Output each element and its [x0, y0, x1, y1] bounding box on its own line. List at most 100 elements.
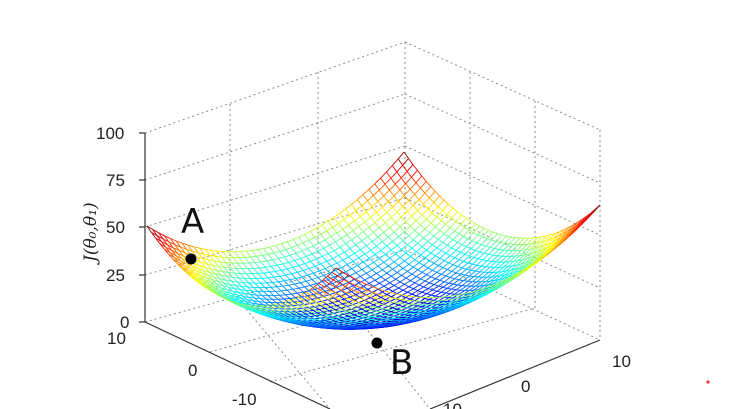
- surface-mesh-line: [227, 295, 235, 299]
- surface-mesh-line: [498, 261, 506, 268]
- surface-mesh-line: [247, 268, 253, 274]
- surface-mesh-line: [270, 286, 277, 288]
- surface-mesh-line: [452, 239, 458, 243]
- surface-mesh-line: [451, 266, 458, 272]
- surface-mesh-line: [414, 296, 421, 301]
- surface-mesh-line: [280, 269, 287, 276]
- surface-mesh-line: [460, 251, 466, 255]
- surface-mesh-line: [399, 303, 406, 305]
- surface-mesh-line: [465, 296, 472, 300]
- surface-mesh-line: [349, 312, 355, 316]
- surface-mesh-line: [264, 308, 271, 313]
- surface-mesh-line: [415, 175, 423, 184]
- surface-mesh-line: [435, 220, 442, 228]
- surface-mesh-line: [487, 260, 492, 262]
- surface-mesh-line: [228, 251, 234, 258]
- surface-mesh-line: [313, 322, 320, 325]
- surface-mesh-line: [281, 306, 289, 311]
- surface-mesh-line: [209, 255, 215, 262]
- surface-mesh-line: [296, 307, 303, 312]
- surface-mesh-line: [480, 238, 488, 245]
- surface-mesh-line: [273, 295, 279, 300]
- surface-mesh-line: [491, 239, 497, 242]
- surface-mesh-line: [464, 274, 470, 277]
- surface-mesh-line: [383, 285, 389, 290]
- surface-mesh-line: [418, 262, 424, 266]
- surface-mesh-line: [437, 311, 444, 315]
- surface-mesh-line: [495, 271, 503, 277]
- surface-mesh-line: [191, 274, 198, 279]
- surface-mesh-line: [380, 296, 386, 301]
- surface-mesh-line: [342, 259, 348, 265]
- surface-mesh-line: [246, 249, 253, 252]
- surface-mesh-line: [498, 278, 504, 281]
- surface-mesh-line: [575, 222, 581, 227]
- surface-mesh-line: [254, 262, 260, 269]
- surface-mesh-line: [361, 269, 367, 274]
- surface-mesh-line: [442, 204, 449, 212]
- surface-mesh-line: [380, 212, 387, 218]
- surface-mesh-line: [445, 270, 452, 277]
- surface-mesh-line: [507, 244, 515, 251]
- surface-mesh-line: [339, 243, 346, 248]
- surface-mesh-line: [424, 228, 430, 233]
- surface-mesh-line: [357, 310, 365, 313]
- surface-mesh-line: [279, 302, 287, 307]
- surface-mesh-line: [369, 296, 376, 299]
- surface-mesh-line: [321, 281, 327, 286]
- surface-mesh-line: [466, 297, 473, 301]
- surface-mesh-line: [455, 267, 463, 274]
- surface-mesh-line: [399, 300, 405, 303]
- surface-mesh-line: [418, 280, 426, 286]
- surface-mesh-line: [341, 271, 349, 276]
- surface-mesh-line: [429, 232, 435, 237]
- surface-mesh-line: [177, 252, 183, 259]
- surface-mesh-line: [544, 239, 550, 242]
- surface-mesh-line: [568, 224, 574, 228]
- surface-mesh-line: [457, 266, 463, 269]
- surface-mesh-line: [468, 298, 475, 302]
- surface-mesh-line: [405, 300, 410, 305]
- surface-mesh-line: [240, 250, 247, 253]
- surface-mesh-line: [518, 270, 526, 275]
- surface-mesh-line: [260, 261, 266, 268]
- surface-mesh-line: [199, 247, 206, 250]
- surface-mesh-line: [286, 268, 292, 275]
- surface-mesh-line: [386, 309, 392, 313]
- surface-mesh-line: [509, 268, 516, 275]
- surface-mesh-line: [273, 276, 279, 283]
- surface-mesh-line: [336, 293, 343, 297]
- surface-mesh-line: [324, 308, 330, 312]
- surface-mesh-line: [480, 260, 488, 267]
- surface-mesh-line: [167, 244, 174, 249]
- surface-mesh-line: [326, 283, 333, 287]
- surface-mesh-line: [308, 290, 314, 295]
- surface-mesh-line: [449, 307, 456, 311]
- surface-mesh-line: [329, 269, 336, 274]
- surface-mesh-line: [325, 325, 332, 328]
- surface-mesh-line: [324, 236, 332, 241]
- surface-mesh-line: [378, 183, 386, 191]
- surface-mesh-line: [327, 275, 334, 281]
- surface-mesh-line: [244, 293, 251, 295]
- surface-mesh-line: [320, 325, 327, 328]
- surface-mesh-line: [267, 277, 273, 283]
- surface-mesh-line: [433, 202, 439, 208]
- surface-mesh-line: [243, 302, 251, 306]
- surface-mesh-line: [385, 254, 391, 259]
- surface-mesh-line: [211, 287, 218, 292]
- surface-mesh-line: [345, 204, 352, 210]
- surface-mesh-line: [313, 242, 320, 247]
- surface-mesh-line: [454, 230, 460, 235]
- surface-mesh-line: [266, 259, 273, 262]
- surface-mesh-line: [253, 309, 260, 313]
- surface-mesh-line: [330, 290, 338, 294]
- surface-mesh-line: [398, 310, 403, 315]
- surface-mesh-line: [414, 259, 420, 263]
- surface-mesh-line: [332, 296, 339, 300]
- surface-mesh-line: [324, 286, 332, 291]
- surface-mesh-line: [345, 239, 352, 244]
- surface-mesh-line: [244, 306, 251, 311]
- surface-mesh-line: [295, 297, 301, 302]
- surface-mesh-line: [300, 299, 307, 302]
